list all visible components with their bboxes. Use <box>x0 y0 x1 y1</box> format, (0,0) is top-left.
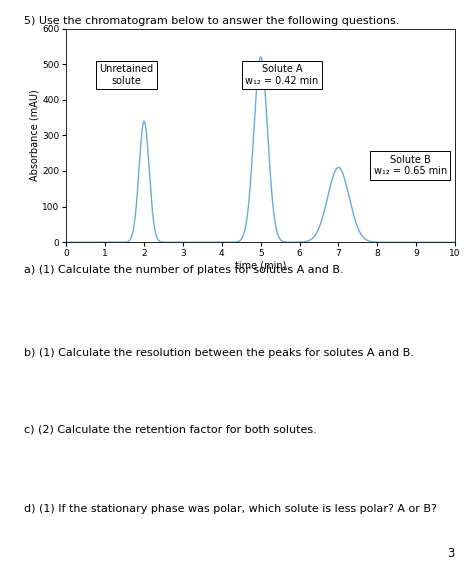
Y-axis label: Absorbance (mAU): Absorbance (mAU) <box>29 89 39 181</box>
Text: 3: 3 <box>447 547 455 560</box>
Text: a) (1) Calculate the number of plates for solutes A and B.: a) (1) Calculate the number of plates fo… <box>24 265 343 275</box>
Text: Solute B
w₁₂ = 0.65 min: Solute B w₁₂ = 0.65 min <box>374 155 447 177</box>
Text: Unretained
solute: Unretained solute <box>100 64 154 86</box>
Text: 5) Use the chromatogram below to answer the following questions.: 5) Use the chromatogram below to answer … <box>24 16 399 26</box>
Text: Solute A
w₁₂ = 0.42 min: Solute A w₁₂ = 0.42 min <box>246 64 319 86</box>
Text: c) (2) Calculate the retention factor for both solutes.: c) (2) Calculate the retention factor fo… <box>24 425 317 435</box>
Text: b) (1) Calculate the resolution between the peaks for solutes A and B.: b) (1) Calculate the resolution between … <box>24 348 414 358</box>
Text: d) (1) If the stationary phase was polar, which solute is less polar? A or B?: d) (1) If the stationary phase was polar… <box>24 504 437 515</box>
X-axis label: time (min): time (min) <box>235 261 286 271</box>
